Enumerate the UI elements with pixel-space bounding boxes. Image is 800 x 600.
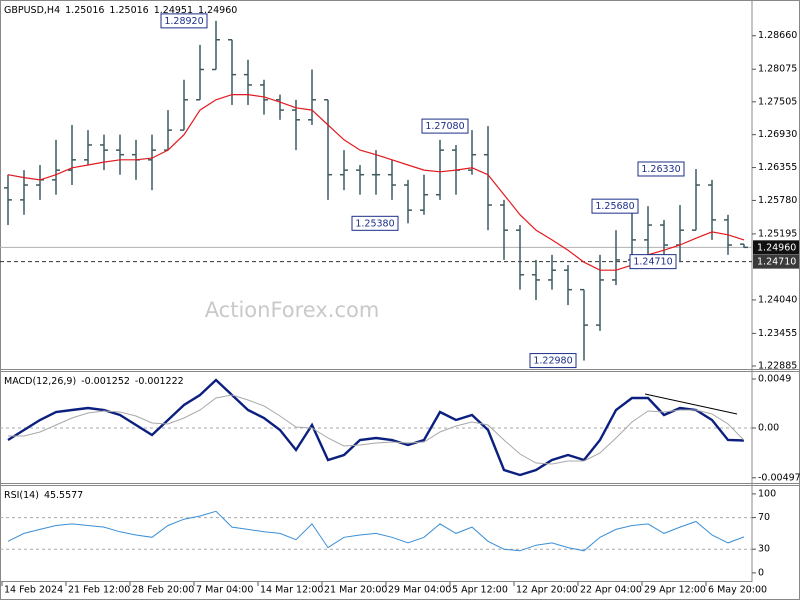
x-tick-label: 29 Mar 04:00 (388, 585, 451, 596)
price-note-box (351, 215, 399, 231)
axis-price-label: 1.24960 (757, 242, 796, 253)
indicator-name: MACD(12,26,9) (4, 376, 76, 387)
x-tick-label: 21 Mar 20:00 (324, 585, 387, 596)
x-tick-label: 5 Apr 12:00 (452, 585, 508, 596)
price-note: 1.25680 (595, 201, 634, 212)
x-tick-label: 14 Mar 12:00 (260, 585, 323, 596)
x-tick-label: 22 Apr 04:00 (580, 585, 642, 596)
axis-price-label: 1.24710 (757, 257, 796, 268)
indicator-header: MACD(12,26,9) -0.001252 -0.001222 (4, 376, 184, 387)
indicator-value: 45.5577 (44, 490, 83, 501)
x-tick-label: 7 Mar 04:00 (196, 585, 253, 596)
price-note-box (421, 118, 469, 134)
indicator-value: -0.001252 (81, 376, 130, 387)
indicator-name: RSI(14) (4, 490, 39, 501)
price-note: 1.22980 (533, 356, 572, 367)
trend-line (644, 393, 738, 415)
x-tick-label: 21 Feb 12:00 (68, 585, 130, 596)
moving-average (7, 93, 745, 271)
symbol: GBPUSD,H4 (4, 5, 60, 16)
y-tick-label: 70 (758, 512, 770, 523)
price-note: 1.28920 (164, 16, 203, 27)
y-tick-label: 1.25195 (758, 228, 797, 239)
chart-header: GBPUSD,H4 1.25016 1.25016 1.24951 1.24960 (4, 5, 237, 16)
price-note: 1.25380 (355, 218, 394, 229)
level-note: 1.24710 (633, 257, 672, 268)
y-tick-label: 30 (758, 544, 770, 555)
price-note-box (637, 161, 685, 177)
y-tick-label: 1.28660 (758, 30, 797, 41)
y-tick-label: 1.28075 (758, 64, 797, 75)
header-value: 1.24951 (154, 5, 193, 16)
price-note-box (160, 13, 208, 29)
y-tick-label: 1.22885 (758, 360, 797, 371)
axis-price-box (753, 254, 799, 269)
axis-price-box (753, 240, 799, 255)
indicator-line (8, 394, 745, 465)
x-tick-label: 12 Apr 20:00 (516, 585, 578, 596)
y-tick-label: 1.24040 (758, 294, 797, 305)
indicator-value: -0.001222 (135, 376, 184, 387)
indicator-line (7, 510, 745, 552)
y-tick-label: -0.004978 (758, 472, 800, 483)
x-tick-label: 29 Apr 12:00 (644, 585, 706, 596)
level-note-box (629, 254, 677, 270)
header-value: 1.25016 (65, 5, 104, 16)
watermark: ActionForex.com (205, 298, 380, 322)
x-tick-label: 14 Feb 2024 (4, 585, 63, 596)
y-tick-label: 0.00 (758, 423, 779, 434)
y-tick-label: 1.27505 (758, 96, 797, 107)
price-note-box (591, 198, 639, 214)
y-tick-label: 0.0049 (758, 374, 791, 385)
indicator-line (7, 378, 745, 477)
y-tick-label: 1.26355 (758, 162, 797, 173)
price-note: 1.26330 (641, 164, 680, 175)
x-tick-label: 6 May 20:00 (708, 585, 767, 596)
x-tick-label: 28 Feb 20:00 (132, 585, 194, 596)
price-note-box (529, 353, 577, 369)
y-tick-label: 1.25780 (758, 195, 797, 206)
y-tick-label: 1.26930 (758, 129, 797, 140)
y-tick-label: 100 (758, 488, 776, 499)
y-tick-label: 0 (758, 567, 764, 578)
price-note: 1.27080 (425, 121, 464, 132)
y-tick-label: 1.23455 (758, 328, 797, 339)
header-value: 1.25016 (109, 5, 148, 16)
indicator-header: RSI(14) 45.5577 (4, 490, 83, 501)
header-value: 1.24960 (198, 5, 237, 16)
